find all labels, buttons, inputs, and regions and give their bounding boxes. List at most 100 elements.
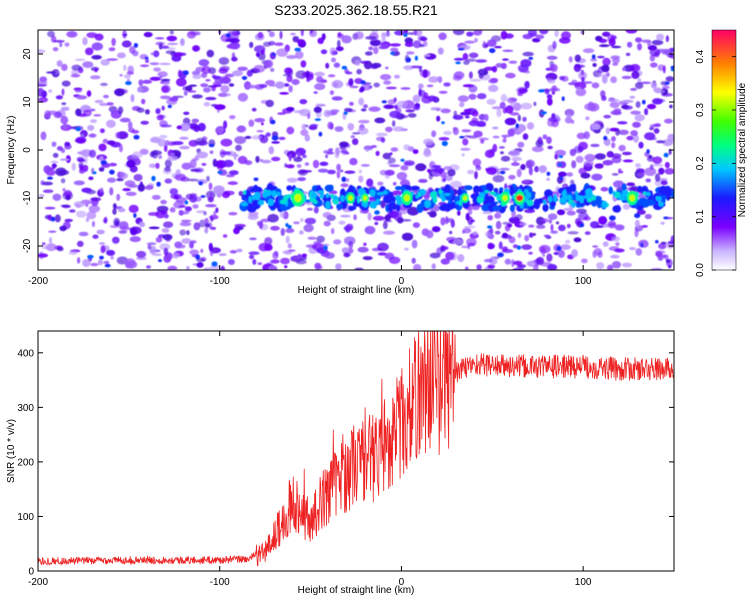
heatmap-cell — [426, 84, 434, 88]
heatmap-cell — [436, 115, 441, 122]
heatmap-cell — [662, 254, 667, 258]
heatmap-cell — [453, 30, 465, 36]
heatmap-cell — [64, 42, 70, 47]
heatmap-cell — [207, 196, 214, 203]
heatmap-cell — [590, 58, 598, 62]
heatmap-cell — [183, 90, 188, 96]
heatmap-cell — [334, 152, 340, 159]
heatmap-cell — [155, 37, 165, 40]
heatmap-cell — [487, 242, 494, 250]
heatmap-cell — [92, 234, 99, 239]
heatmap-cell — [464, 40, 475, 44]
heatmap-cell — [403, 160, 415, 167]
heatmap-cell — [118, 144, 123, 153]
heatmap-cell — [517, 141, 525, 148]
heatmap-cell — [360, 164, 370, 167]
heatmap-cell — [341, 65, 348, 70]
heatmap-cell — [455, 61, 461, 65]
heatmap-cell — [532, 233, 536, 236]
heatmap-cell — [374, 117, 386, 124]
heatmap-cell — [354, 60, 361, 66]
heatmap-cell — [218, 253, 227, 256]
heatmap-cell — [76, 95, 88, 100]
heatmap-cell — [440, 171, 447, 178]
heatmap-cell — [536, 216, 545, 226]
heatmap-cell — [186, 266, 190, 270]
heatmap-cell — [418, 178, 428, 183]
heatmap-cell — [432, 165, 442, 169]
heatmap-cell — [287, 177, 298, 183]
heatmap-cell — [502, 194, 508, 202]
heatmap-cell — [192, 74, 202, 79]
heatmap-cell — [287, 224, 292, 229]
heatmap-cell — [468, 52, 479, 59]
heatmap-cell — [484, 231, 492, 238]
heatmap-cell — [279, 212, 286, 218]
heatmap-cell — [136, 107, 145, 113]
heatmap-cell — [564, 108, 575, 117]
heatmap-cell — [189, 159, 197, 169]
heatmap-cell — [46, 71, 57, 74]
heatmap-cell — [388, 157, 396, 164]
heatmap-cell — [131, 151, 143, 159]
heatmap-cell — [129, 226, 142, 235]
heatmap-cell — [274, 42, 284, 46]
heatmap-cell — [592, 250, 597, 258]
heatmap-cell — [668, 53, 674, 59]
heatmap-cell — [133, 213, 137, 218]
heatmap-cell — [85, 203, 89, 207]
heatmap-x-tick-label: 100 — [575, 276, 592, 287]
heatmap-cell — [404, 42, 415, 47]
heatmap-cell — [571, 160, 577, 169]
heatmap-cell — [196, 151, 208, 159]
heatmap-cell — [142, 79, 153, 84]
heatmap-cell — [74, 58, 86, 61]
heatmap-cell — [509, 185, 515, 197]
heatmap-cell — [571, 249, 578, 258]
heatmap-cell — [668, 264, 672, 269]
heatmap-cell — [512, 102, 522, 112]
heatmap-cell — [382, 32, 392, 37]
heatmap-cell — [60, 178, 66, 184]
heatmap-cell — [584, 231, 591, 236]
heatmap-cell — [371, 201, 377, 209]
heatmap-cell — [412, 149, 419, 155]
heatmap-cell — [163, 254, 172, 263]
heatmap-cell — [611, 142, 616, 149]
heatmap-cell — [626, 182, 636, 187]
heatmap-cell — [368, 226, 374, 235]
heatmap-cell — [634, 114, 645, 122]
heatmap-cell — [60, 158, 70, 161]
heatmap-cell — [152, 253, 162, 257]
heatmap-cell — [341, 247, 351, 254]
heatmap-cell — [411, 65, 417, 69]
heatmap-cell — [50, 35, 57, 43]
heatmap-cell — [98, 167, 105, 172]
heatmap-cell — [463, 108, 472, 113]
heatmap-cell — [280, 257, 290, 265]
heatmap-cell — [270, 119, 276, 125]
heatmap-cell — [600, 90, 606, 98]
heatmap-cell — [366, 178, 374, 187]
heatmap-cell — [82, 259, 91, 267]
heatmap-cell — [552, 41, 557, 50]
heatmap-cell — [502, 49, 514, 52]
heatmap-cell — [547, 213, 558, 220]
figure-title: S233.2025.362.18.55.R21 — [274, 2, 438, 18]
heatmap-cell — [260, 122, 264, 126]
heatmap-cell — [540, 111, 547, 115]
heatmap-y-tick-label: -20 — [22, 238, 33, 253]
heatmap-cell — [166, 35, 178, 42]
heatmap-cell — [466, 237, 477, 247]
heatmap-cell — [376, 132, 388, 137]
heatmap-cell — [615, 128, 620, 136]
heatmap-cell — [215, 207, 219, 213]
heatmap-cell — [612, 62, 619, 66]
heatmap-cell — [424, 54, 431, 57]
heatmap-cell — [86, 90, 92, 97]
heatmap-cell — [642, 191, 647, 196]
heatmap-cell — [587, 101, 594, 110]
heatmap-cell — [496, 168, 501, 176]
heatmap-cell — [425, 230, 434, 239]
heatmap-cell — [150, 136, 161, 143]
